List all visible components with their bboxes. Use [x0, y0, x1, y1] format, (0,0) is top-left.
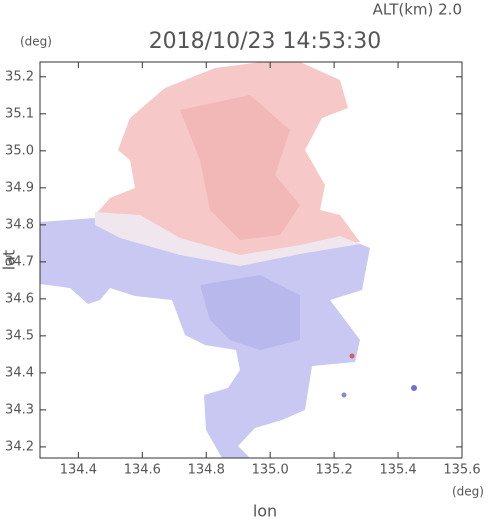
y-tick-label: 34.3: [5, 402, 34, 417]
x-unit: (deg): [452, 485, 484, 499]
echo: [341, 392, 347, 398]
echo: [411, 385, 417, 391]
y-tick-label: 34.4: [5, 365, 34, 380]
x-tick-label: 134.6: [124, 463, 161, 478]
white-transition: [95, 212, 360, 266]
y-unit: (deg): [20, 35, 52, 49]
x-tick-label: 134.8: [188, 463, 225, 478]
pink-dark: [180, 95, 300, 240]
y-tick-label: 34.9: [5, 180, 34, 195]
blue-region: [40, 218, 370, 458]
blue-dark: [200, 275, 300, 350]
x-tick-label: 135.2: [316, 463, 353, 478]
y-tick-label: 34.8: [5, 217, 34, 232]
y-tick-label: 35.2: [5, 69, 34, 84]
chart-subtitle: ALT(km) 2.0: [373, 1, 462, 19]
plot-frame: [39, 61, 463, 459]
y-tick-label: 34.5: [5, 328, 34, 343]
x-tick-label: 135.6: [443, 463, 480, 478]
chart-title: 2018/10/23 14:53:30: [149, 29, 382, 54]
x-tick-label: 135.4: [379, 463, 416, 478]
y-tick-label: 34.6: [5, 291, 34, 306]
x-axis-label: lon: [253, 502, 277, 521]
y-axis-label: lat: [0, 250, 19, 271]
y-tick-label: 35.0: [5, 143, 34, 158]
radar-field: [40, 62, 417, 458]
y-tick-label: 35.1: [5, 106, 34, 121]
x-tick-label: 135.0: [252, 463, 289, 478]
echo: [349, 353, 355, 359]
y-tick-label: 34.2: [5, 439, 34, 454]
y-tick-label: 34.7: [5, 254, 34, 269]
x-tick-label: 134.4: [60, 463, 97, 478]
